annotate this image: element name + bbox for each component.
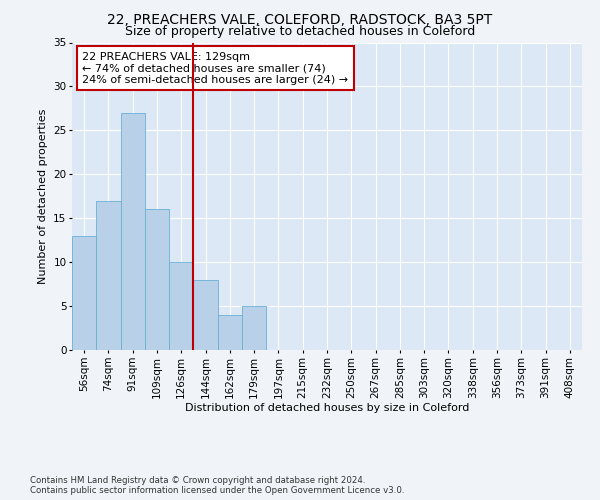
Y-axis label: Number of detached properties: Number of detached properties bbox=[38, 108, 47, 284]
Text: 22 PREACHERS VALE: 129sqm
← 74% of detached houses are smaller (74)
24% of semi-: 22 PREACHERS VALE: 129sqm ← 74% of detac… bbox=[82, 52, 349, 85]
Bar bbox=[72, 236, 96, 350]
Text: 22, PREACHERS VALE, COLEFORD, RADSTOCK, BA3 5PT: 22, PREACHERS VALE, COLEFORD, RADSTOCK, … bbox=[107, 12, 493, 26]
Bar bbox=[169, 262, 193, 350]
Bar bbox=[96, 200, 121, 350]
Text: Size of property relative to detached houses in Coleford: Size of property relative to detached ho… bbox=[125, 25, 475, 38]
Bar bbox=[242, 306, 266, 350]
Bar bbox=[218, 315, 242, 350]
Text: Contains HM Land Registry data © Crown copyright and database right 2024.
Contai: Contains HM Land Registry data © Crown c… bbox=[30, 476, 404, 495]
Bar bbox=[121, 113, 145, 350]
Bar bbox=[193, 280, 218, 350]
Bar bbox=[145, 210, 169, 350]
X-axis label: Distribution of detached houses by size in Coleford: Distribution of detached houses by size … bbox=[185, 403, 469, 413]
